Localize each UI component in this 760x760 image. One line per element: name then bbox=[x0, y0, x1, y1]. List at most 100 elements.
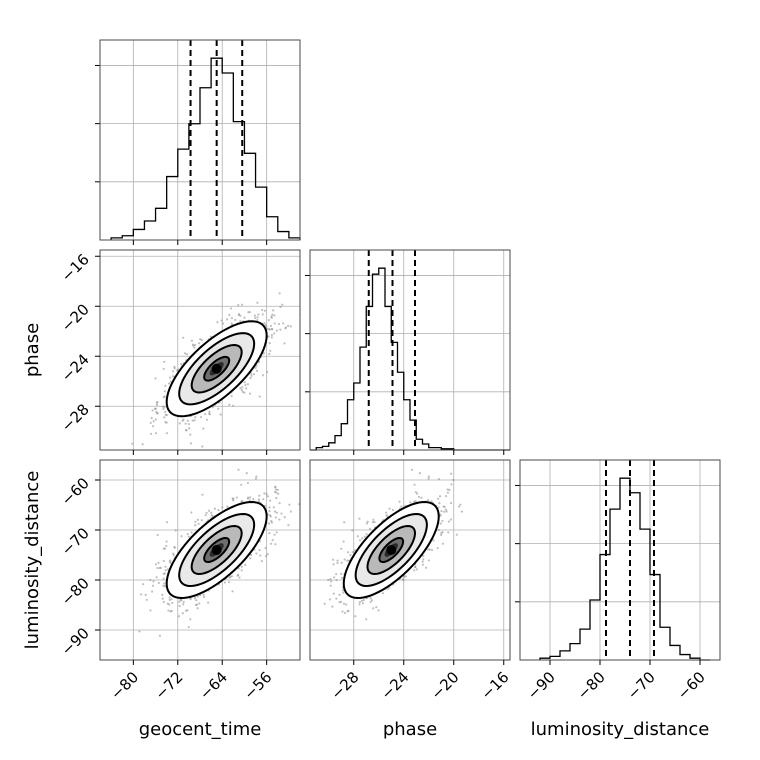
scatter-point bbox=[190, 339, 193, 342]
scatter-point bbox=[270, 334, 273, 337]
scatter-point bbox=[154, 418, 157, 421]
scatter-point bbox=[277, 322, 281, 326]
contour-line bbox=[165, 320, 268, 418]
hist-phase-frame bbox=[309, 249, 511, 451]
scatter-points bbox=[100, 460, 300, 660]
scatter-point bbox=[274, 543, 277, 546]
scatter-point bbox=[243, 381, 246, 384]
x-axis-title: phase bbox=[383, 719, 437, 740]
scatter-point bbox=[236, 574, 239, 577]
scatter-point bbox=[440, 533, 443, 537]
scatter-point bbox=[170, 598, 173, 601]
scatter-point bbox=[171, 370, 175, 373]
scatter-point bbox=[262, 498, 265, 501]
scatter-point bbox=[149, 432, 153, 435]
scatter-point bbox=[156, 400, 159, 404]
contour-line bbox=[165, 500, 268, 600]
scatter-point bbox=[258, 494, 261, 497]
scatter-point bbox=[400, 505, 403, 508]
scatter-point bbox=[163, 582, 166, 585]
scatter-points bbox=[276, 460, 510, 660]
scatter-point bbox=[230, 322, 233, 325]
scatter-point bbox=[187, 422, 190, 426]
scatter-point bbox=[186, 419, 189, 422]
scatter-point bbox=[356, 535, 359, 538]
scatter-point bbox=[351, 550, 354, 554]
scatter-point bbox=[449, 502, 453, 505]
scatter-point bbox=[283, 516, 286, 519]
scatter-point bbox=[229, 307, 233, 310]
scatter-point bbox=[428, 548, 431, 551]
scatter-point bbox=[354, 615, 357, 618]
scatter-point bbox=[180, 535, 183, 538]
scatter-point bbox=[274, 486, 277, 489]
scatter-point bbox=[289, 510, 293, 513]
scatter-point bbox=[245, 472, 248, 475]
contour-line bbox=[342, 500, 440, 600]
scatter-point bbox=[187, 625, 190, 629]
scatter-point bbox=[368, 527, 372, 530]
scatter-point bbox=[437, 478, 441, 481]
scatter-point bbox=[338, 593, 341, 597]
scatter-point bbox=[159, 566, 162, 569]
scatter-point bbox=[270, 521, 274, 524]
scatter-point bbox=[156, 566, 159, 570]
scatter-point bbox=[193, 346, 196, 349]
scatter-point bbox=[189, 618, 192, 621]
scatter-point bbox=[267, 319, 270, 322]
scatter-point bbox=[141, 443, 144, 446]
scatter-point bbox=[332, 563, 335, 566]
scatter-point bbox=[268, 352, 271, 356]
scatter-point bbox=[174, 529, 177, 532]
scatter-point bbox=[417, 495, 421, 499]
scatter-point bbox=[252, 373, 256, 376]
scatter-point bbox=[432, 539, 435, 542]
contour-line bbox=[190, 524, 243, 576]
scatter-point bbox=[166, 602, 169, 605]
scatter-point bbox=[381, 592, 385, 595]
scatter-point bbox=[437, 506, 440, 509]
scatter-point bbox=[276, 616, 278, 618]
scatter-point bbox=[340, 547, 343, 550]
scatter-point bbox=[165, 544, 168, 548]
x-tick-label: −72 bbox=[151, 668, 186, 703]
scatter-point bbox=[413, 569, 416, 572]
scatter-point bbox=[230, 395, 233, 398]
scatter-point bbox=[445, 510, 448, 513]
scatter-point bbox=[210, 511, 213, 514]
scatter-point bbox=[231, 590, 234, 593]
scatter-point bbox=[265, 492, 268, 496]
scatter-point bbox=[168, 376, 172, 379]
contour-line bbox=[366, 524, 417, 576]
scatter-point bbox=[365, 522, 368, 525]
scatter-point bbox=[341, 589, 345, 592]
contour-line bbox=[190, 343, 243, 394]
x-tick-label: −56 bbox=[240, 668, 275, 703]
scatter-point bbox=[268, 510, 271, 513]
scatter-point bbox=[189, 597, 192, 601]
scatter-point bbox=[369, 600, 372, 603]
scatter-point bbox=[195, 599, 198, 602]
scatter-point bbox=[240, 303, 244, 306]
scatter-point bbox=[161, 593, 164, 597]
x-axis-title: geocent_time bbox=[139, 719, 262, 740]
scatter-point bbox=[172, 552, 175, 555]
x-tick-label: −28 bbox=[327, 668, 362, 703]
scatter-point bbox=[258, 548, 261, 552]
scatter-point bbox=[131, 442, 134, 445]
scatter-point bbox=[200, 519, 203, 522]
scatter-point bbox=[162, 600, 165, 603]
y-tick-label: −16 bbox=[58, 250, 93, 285]
scatter-point bbox=[274, 516, 277, 519]
scatter-point bbox=[205, 418, 209, 421]
scatter-point bbox=[273, 322, 276, 325]
scatter-point bbox=[163, 547, 166, 550]
scatter-point bbox=[442, 505, 445, 508]
scatter-point bbox=[447, 520, 451, 523]
scatter-point bbox=[154, 563, 158, 566]
scatter-point bbox=[268, 341, 271, 345]
scatter-point bbox=[349, 554, 352, 557]
histogram-geocent_time bbox=[110, 57, 301, 240]
scatter-point bbox=[346, 559, 349, 562]
scatter-point bbox=[409, 501, 412, 504]
